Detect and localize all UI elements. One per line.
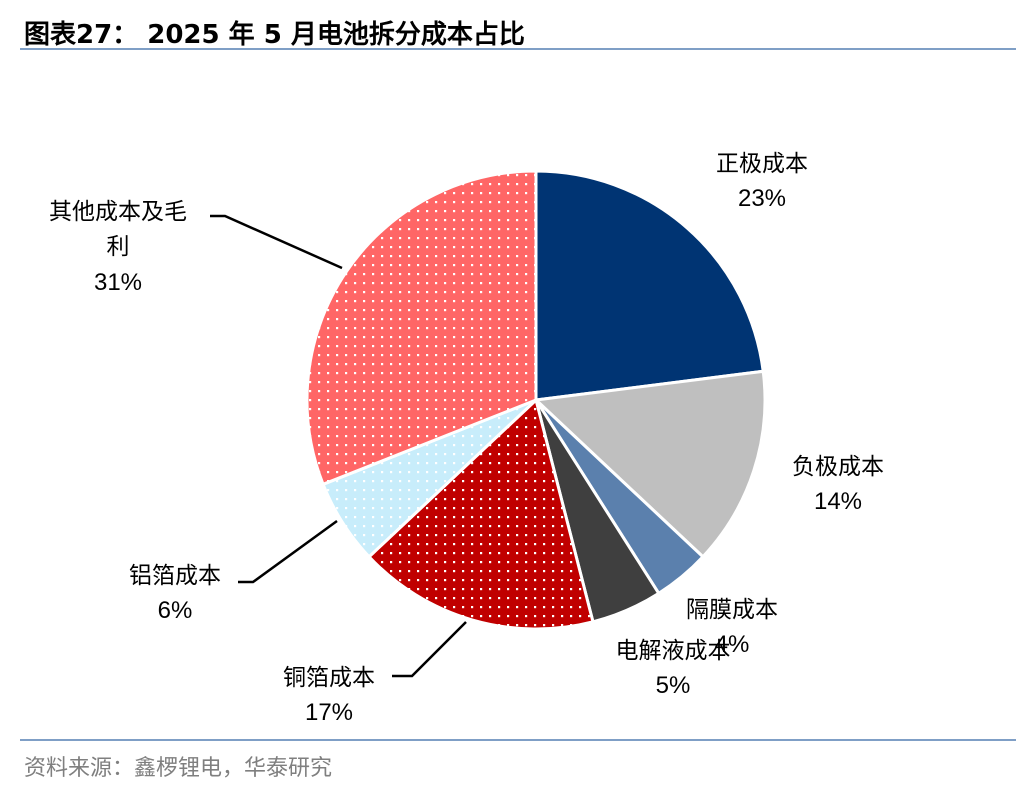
slice-5-value-label: 17% <box>305 699 353 726</box>
chart-title: 图表27： 2025 年 5 月电池拆分成本占比 <box>24 20 525 50</box>
slice-1-category-label: 正极成本 <box>716 151 808 177</box>
slice-3-category-label: 隔膜成本 <box>686 597 778 623</box>
slice-7-value-label: 31% <box>94 269 142 296</box>
slice-6-category-label: 铝箔成本 <box>129 563 221 589</box>
slice-2-category-label: 负极成本 <box>792 454 884 480</box>
slice-labels: 正极成本 23% 负极成本 14% 隔膜成本 4%电解液成本 5% 铜箔成本 17% 铝箔成本 6%… <box>49 151 884 726</box>
footer-divider <box>20 739 1016 741</box>
slice-6-leader-line <box>238 519 338 584</box>
slice-1 <box>534 169 765 402</box>
slice-3-value-label: 4% <box>715 631 750 658</box>
leader-lines <box>210 214 467 678</box>
slice-1-value-label: 23% <box>738 185 786 212</box>
slice-5 <box>367 398 595 631</box>
slice-2-value-label: 14% <box>814 488 862 515</box>
title-divider <box>20 48 1016 50</box>
source-note: 资料来源：鑫椤锂电，华泰研究 <box>24 756 333 781</box>
slice-7-leader-line <box>210 214 343 270</box>
slice-7-category-label: 其他成本及毛利 <box>49 199 187 260</box>
slice-7 <box>305 169 538 486</box>
slice-2 <box>534 369 767 559</box>
slice-4-value-label: 5% <box>656 672 691 699</box>
slice-4-category-label: 电解液成本 <box>616 638 731 664</box>
slice-5-leader-line <box>392 621 467 678</box>
slice-5-category-label: 铜箔成本 <box>283 665 375 691</box>
pie-slices <box>305 169 767 631</box>
slice-6-value-label: 6% <box>158 597 193 624</box>
